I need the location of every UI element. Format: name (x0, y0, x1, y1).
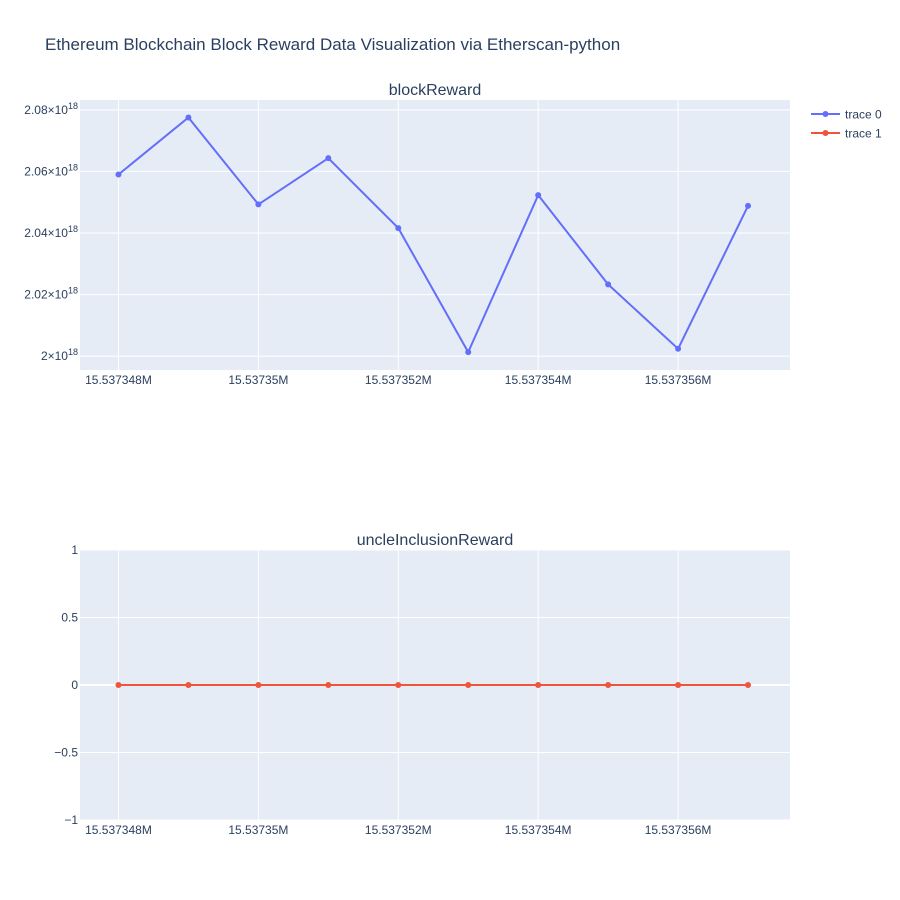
y-tick-label: 2.08×1018 (24, 101, 78, 117)
y-tick-label: 1 (71, 543, 78, 557)
x-tick-label: 15.537352M (365, 823, 432, 837)
series-line-trace-0 (117, 116, 749, 354)
subplot-blockreward: blockReward 15.537348M 15.53735M 15.537352M… (24, 82, 790, 387)
data-point[interactable] (745, 682, 752, 688)
subplot-title: uncleInclusionReward (357, 532, 514, 549)
y-tick-base: 2.08×10 (24, 103, 68, 117)
data-point[interactable] (325, 682, 332, 688)
x-tick-label: 15.537352M (365, 373, 432, 387)
data-point[interactable] (535, 682, 542, 688)
y-tick-exponent: 18 (68, 224, 78, 234)
plot-area (80, 100, 790, 370)
data-point[interactable] (605, 281, 612, 288)
data-point[interactable] (745, 202, 752, 209)
data-point[interactable] (115, 171, 122, 178)
y-tick-exponent: 18 (68, 347, 78, 357)
y-tick-label: −0.5 (54, 746, 78, 760)
data-point[interactable] (115, 682, 122, 688)
data-point[interactable] (465, 682, 472, 688)
y-tick-exponent: 18 (68, 162, 78, 172)
legend-item-trace-0[interactable]: trace 0 (811, 108, 882, 122)
x-tick-label: 15.53735M (228, 373, 288, 387)
legend-label-trace-0: trace 0 (845, 108, 882, 122)
y-tick-label: 2.02×1018 (24, 286, 78, 302)
y-tick-exponent: 18 (68, 286, 78, 296)
y-tick-label: 0 (71, 678, 78, 692)
x-tick-label: 15.53735M (228, 823, 288, 837)
data-point[interactable] (255, 682, 262, 688)
legend-label-trace-1: trace 1 (845, 127, 882, 141)
y-tick-label: 2.06×1018 (24, 162, 78, 178)
y-tick-label: 0.5 (61, 611, 78, 625)
chart-title: Ethereum Blockchain Block Reward Data Vi… (45, 35, 620, 54)
y-tick-label: 2.04×1018 (24, 224, 78, 240)
data-point[interactable] (535, 192, 542, 199)
y-tick-exponent: 18 (68, 101, 78, 111)
y-tick-label: −1 (64, 813, 78, 827)
y-tick-base: 2.04×10 (24, 226, 68, 240)
y-tick-label: 2×1018 (41, 347, 78, 363)
x-tick-label: 15.537354M (505, 823, 572, 837)
x-tick-label: 15.537348M (85, 373, 152, 387)
data-point[interactable] (325, 155, 332, 162)
y-tick-base: 2.06×10 (24, 164, 68, 178)
data-point[interactable] (675, 682, 682, 688)
legend-item-trace-1[interactable]: trace 1 (811, 127, 882, 141)
x-tick-label: 15.537356M (645, 373, 712, 387)
data-point[interactable] (395, 682, 402, 688)
legend-marker-trace-1 (822, 130, 829, 136)
data-point[interactable] (465, 349, 472, 356)
data-point[interactable] (185, 682, 192, 688)
data-point[interactable] (395, 225, 402, 232)
legend: trace 0 trace 1 (811, 108, 882, 141)
subplot-uncleinclusionreward: uncleInclusionReward 15.537348M 15.53735M 1… (54, 532, 790, 837)
x-tick-label: 15.537354M (505, 373, 572, 387)
data-point[interactable] (605, 682, 612, 688)
data-point[interactable] (675, 345, 682, 352)
data-point[interactable] (185, 114, 192, 121)
x-tick-label: 15.537348M (85, 823, 152, 837)
subplot-title: blockReward (389, 82, 481, 99)
x-tick-label: 15.537356M (645, 823, 712, 837)
y-tick-base: 2×10 (41, 349, 68, 363)
data-point[interactable] (255, 201, 262, 208)
legend-marker-trace-0 (822, 111, 829, 117)
y-tick-base: 2.02×10 (24, 288, 68, 302)
